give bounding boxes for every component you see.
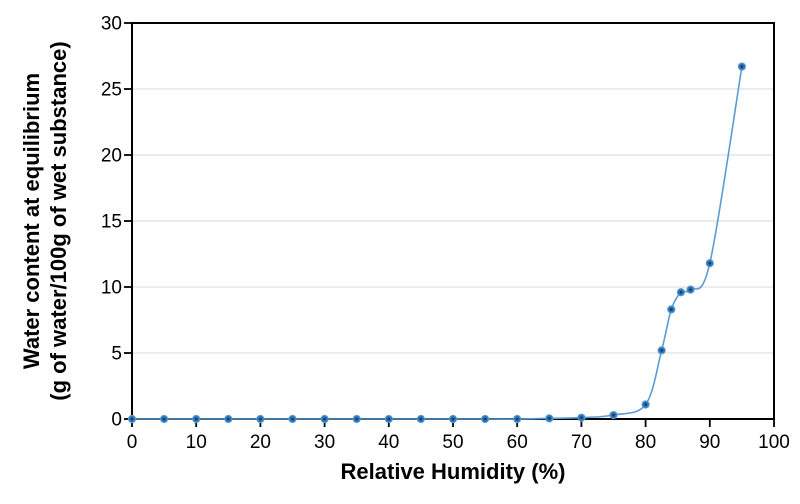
y-tick-label: 25 — [101, 80, 122, 101]
data-point-center — [679, 290, 683, 294]
data-point-center — [355, 417, 359, 421]
y-tick-label: 10 — [101, 278, 122, 299]
data-point-center — [708, 261, 712, 265]
x-tick-label: 100 — [758, 432, 790, 453]
x-tick-label: 0 — [127, 432, 138, 453]
x-tick-label: 30 — [314, 432, 335, 453]
data-point-center — [259, 417, 262, 421]
y-tick-label: 0 — [111, 410, 122, 431]
x-tick-label: 10 — [186, 432, 207, 453]
x-tick-label: 40 — [378, 432, 399, 453]
data-point-center — [419, 417, 423, 421]
y-tick-label: 30 — [101, 14, 122, 35]
data-point-center — [580, 416, 583, 419]
data-point-center — [130, 417, 134, 421]
x-axis-title: Relative Humidity (%) — [340, 459, 566, 484]
data-point-center — [291, 417, 294, 421]
x-tick-label: 20 — [250, 432, 271, 453]
y-axis-title: Water content at equilibrium (g of water… — [15, 0, 75, 447]
x-tick-label: 80 — [635, 432, 656, 453]
data-point-center — [227, 417, 230, 421]
data-point-center — [548, 417, 551, 420]
data-point-center — [194, 417, 198, 421]
data-point-center — [660, 349, 663, 352]
y-tick-label: 15 — [101, 212, 122, 233]
data-point-center — [387, 417, 391, 421]
x-tick-label: 60 — [507, 432, 528, 453]
data-point-center — [669, 308, 673, 311]
data-series-line — [131, 65, 743, 420]
data-point-center — [451, 417, 455, 421]
x-tick-label: 70 — [571, 432, 592, 453]
y-axis-title-line2: (g of water/100g of wet substance) — [46, 41, 71, 401]
data-point-center — [644, 403, 647, 406]
data-point-center — [740, 65, 744, 68]
x-tick-label: 50 — [442, 432, 463, 453]
data-point-center — [612, 413, 615, 417]
y-tick-label: 20 — [101, 146, 122, 167]
data-point-center — [483, 417, 487, 421]
data-point-center — [323, 417, 326, 421]
data-point-center — [162, 417, 166, 421]
y-tick-label: 5 — [111, 344, 122, 365]
data-point-center — [515, 417, 519, 421]
data-point-center — [689, 288, 692, 291]
x-tick-label: 90 — [699, 432, 720, 453]
y-axis-title-line1: Water content at equilibrium — [19, 72, 44, 370]
